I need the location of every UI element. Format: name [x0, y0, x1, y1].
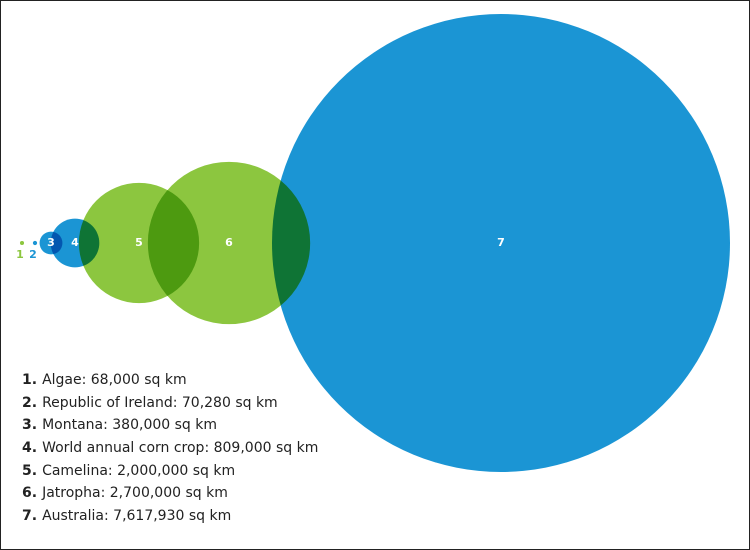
legend-entry: 2. Republic of Ireland: 70,280 sq km	[22, 392, 318, 415]
legend-number: 6.	[22, 485, 38, 502]
bubble-label: 7	[497, 236, 505, 249]
legend-entry: 7. Australia: 7,617,930 sq km	[22, 505, 318, 528]
legend-number: 4.	[22, 440, 38, 457]
legend-label: World annual corn crop: 809,000 sq km	[42, 440, 319, 457]
legend-label: Australia: 7,617,930 sq km	[42, 508, 232, 525]
bubble	[272, 14, 730, 472]
legend-label: Camelina: 2,000,000 sq km	[42, 462, 236, 479]
bubble-label: 5	[135, 236, 143, 249]
legend-number: 3.	[22, 417, 38, 434]
legend-label: Montana: 380,000 sq km	[42, 417, 217, 434]
bubble-label: 6	[225, 236, 233, 249]
legend: 1. Algae: 68,000 sq km 2. Republic of Irela…	[22, 369, 318, 528]
legend-label: Jatropha: 2,700,000 sq km	[42, 485, 228, 502]
legend-number: 7.	[22, 508, 38, 525]
bubble-label: 2	[29, 248, 37, 261]
bubble	[19, 240, 25, 246]
bubble	[147, 161, 311, 325]
bubble-label: 4	[71, 236, 79, 249]
legend-entry: 4. World annual corn crop: 809,000 sq km	[22, 437, 318, 460]
legend-number: 1.	[22, 372, 38, 388]
legend-number: 5.	[22, 462, 38, 479]
legend-label: Algae: 68,000 sq km	[42, 372, 187, 388]
legend-label: Republic of Ireland: 70,280 sq km	[42, 394, 278, 411]
bubble-label: 1	[16, 248, 24, 261]
bubble-label: 3	[47, 236, 55, 249]
legend-number: 2.	[22, 394, 38, 411]
legend-entry: 5. Camelina: 2,000,000 sq km	[22, 460, 318, 483]
legend-entry: 6. Jatropha: 2,700,000 sq km	[22, 482, 318, 505]
legend-entry: 1. Algae: 68,000 sq km	[22, 369, 318, 392]
legend-entry: 3. Montana: 380,000 sq km	[22, 414, 318, 437]
bubble	[32, 240, 38, 246]
